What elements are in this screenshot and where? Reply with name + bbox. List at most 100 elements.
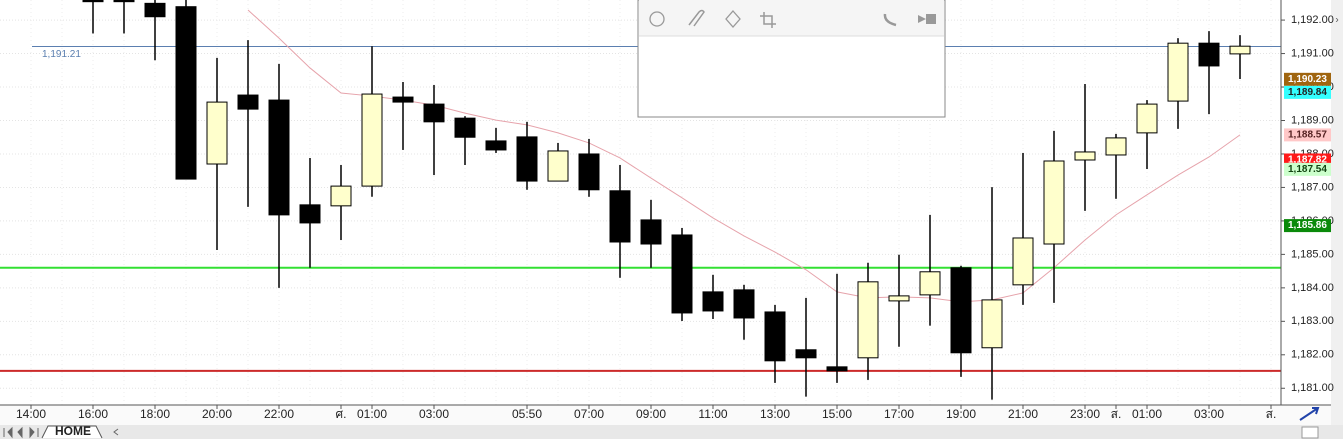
candle-body <box>423 103 445 123</box>
candle-body <box>671 234 693 314</box>
y-tick-label: 1,183.00 <box>1291 315 1334 327</box>
candle-body <box>1105 137 1127 156</box>
h-line-label: 1,191.21 <box>42 49 81 60</box>
x-tick-label: 11:00 <box>698 407 727 421</box>
x-tick-label: 21:00 <box>1008 407 1038 421</box>
x-tick-label: 22:00 <box>264 407 294 421</box>
candle-body <box>1167 42 1189 102</box>
y-axis-labels: 1,181.00 1,182.00 1,183.00 1,184.00 1,185.00… <box>1281 14 1334 394</box>
tab-label[interactable]: HOME <box>55 424 91 438</box>
candle-body <box>888 295 910 302</box>
x-tick-label: 07:00 <box>574 407 604 421</box>
candle-body <box>485 140 507 151</box>
emoji-icon[interactable] <box>649 11 665 27</box>
x-tick-label: 17:00 <box>884 407 914 421</box>
candle-body <box>547 150 569 182</box>
x-tick-label: 01:00 <box>357 407 387 421</box>
candle-body <box>206 101 228 165</box>
candle-body <box>1136 103 1158 134</box>
price-tag-label: 1,188.57 <box>1288 130 1327 141</box>
candle-body <box>733 289 755 319</box>
candle-body <box>950 267 972 354</box>
candle-body <box>826 366 848 372</box>
candle-body <box>299 204 321 224</box>
download-icon[interactable] <box>725 10 741 28</box>
candle-body <box>919 271 941 296</box>
candle-body <box>361 93 383 187</box>
x-axis-labels: 14:00 16:00 18:00 20:00 22:00 ศ. 01:00 03:00 05:… <box>16 405 1276 421</box>
x-tick-label: 20:00 <box>202 407 232 421</box>
candle-body <box>175 6 197 180</box>
price-tag <box>1284 72 1331 86</box>
candle-body <box>702 291 724 312</box>
y-tick-label: 1,181.00 <box>1291 382 1334 394</box>
popup-toolbar <box>639 0 944 36</box>
price-tag-label: 1,187.82 <box>1288 155 1327 166</box>
candle-body <box>640 219 662 245</box>
x-tick-label: 13:00 <box>760 407 790 421</box>
candle-body <box>1074 151 1096 161</box>
candle-body <box>82 0 104 3</box>
tab-nav[interactable] <box>3 426 39 439</box>
candle-body <box>237 94 259 110</box>
scroll-thumb[interactable] <box>1301 426 1319 439</box>
call-icon[interactable] <box>883 13 897 27</box>
candle-body <box>330 185 352 207</box>
x-tick-label: 03:00 <box>1194 407 1224 421</box>
candle-body <box>1043 160 1065 245</box>
x-tick-label: ส. <box>1266 407 1277 421</box>
x-tick-label: 09:00 <box>636 407 666 421</box>
candle-body <box>795 349 817 359</box>
y-tick-label: 1,184.00 <box>1291 282 1334 294</box>
candle-body <box>609 190 631 243</box>
candle-body <box>144 2 166 18</box>
x-tick-label: ศ. <box>336 407 347 421</box>
candle-body <box>113 0 135 3</box>
y-tick-label: 1,192.00 <box>1291 14 1334 26</box>
y-tick-label: 1,189.00 <box>1291 114 1334 126</box>
y-tick-label: 1,182.00 <box>1291 349 1334 361</box>
x-tick-label: 19:00 <box>946 407 976 421</box>
price-tag <box>1284 128 1331 142</box>
video-icon[interactable] <box>918 14 936 24</box>
candle-body <box>454 117 476 138</box>
x-tick-label: 23:00 <box>1070 407 1100 421</box>
y-tick-label: 1,187.00 <box>1291 181 1334 193</box>
tab[interactable] <box>41 425 103 439</box>
candle-body <box>857 281 879 359</box>
candle-body <box>392 96 414 103</box>
x-tick-label: 05:50 <box>512 407 542 421</box>
x-axis-bar <box>0 405 1331 425</box>
y-tick-label: 1,185.00 <box>1291 248 1334 260</box>
price-tag-label: 1,189.84 <box>1288 87 1327 98</box>
x-tick-label: 03:00 <box>419 407 449 421</box>
price-tag <box>1284 162 1331 176</box>
price-tag-label: 1,190.23 <box>1288 74 1327 85</box>
x-tick-label: ส. <box>1111 407 1122 421</box>
x-tick-label: 15:00 <box>822 407 852 421</box>
price-tag <box>1284 219 1331 233</box>
scroll-left[interactable] <box>113 428 119 436</box>
x-tick-label: 18:00 <box>140 407 170 421</box>
candle-body <box>268 99 290 216</box>
y-tick-label: 1,191.00 <box>1291 47 1334 59</box>
scroll-arrow: › <box>1335 15 1338 26</box>
candle-body <box>1012 237 1034 286</box>
candle-body <box>578 153 600 191</box>
popup <box>637 0 946 118</box>
candle-body <box>1198 42 1220 67</box>
zoom-icon[interactable] <box>1299 407 1320 421</box>
attach-icon[interactable] <box>688 9 705 27</box>
scrollbar[interactable] <box>1331 0 1343 425</box>
x-tick-label: 16:00 <box>78 407 108 421</box>
tab-bar <box>0 425 1343 439</box>
price-tag-label: 1,187.54 <box>1288 164 1327 175</box>
candle-body <box>981 299 1003 349</box>
candle-body <box>516 136 538 182</box>
price-tag <box>1284 85 1331 99</box>
crop-icon[interactable] <box>760 12 776 28</box>
x-tick-label: 14:00 <box>16 407 46 421</box>
x-tick-label: 01:00 <box>1132 407 1162 421</box>
